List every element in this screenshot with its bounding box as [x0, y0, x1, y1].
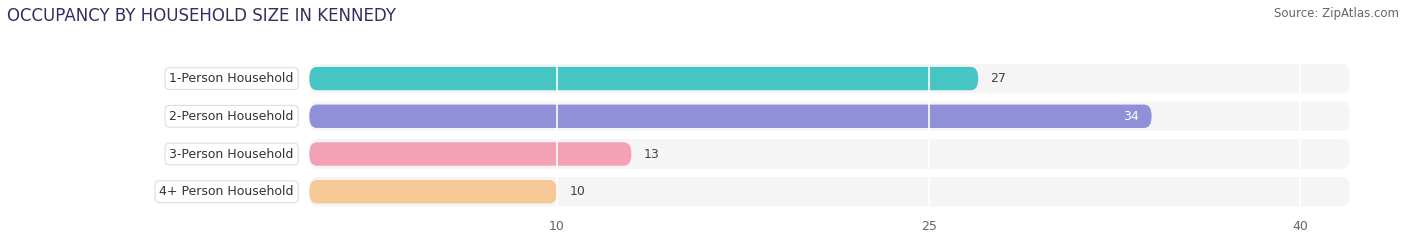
Text: 1-Person Household: 1-Person Household [170, 72, 294, 85]
FancyBboxPatch shape [309, 105, 1152, 128]
Text: 2-Person Household: 2-Person Household [170, 110, 294, 123]
Text: 13: 13 [644, 147, 659, 161]
FancyBboxPatch shape [309, 177, 1350, 206]
Text: 3-Person Household: 3-Person Household [170, 147, 294, 161]
FancyBboxPatch shape [309, 180, 557, 203]
Text: 34: 34 [1123, 110, 1139, 123]
FancyBboxPatch shape [309, 67, 979, 90]
Text: 4+ Person Household: 4+ Person Household [159, 185, 294, 198]
FancyBboxPatch shape [309, 142, 631, 166]
Text: Source: ZipAtlas.com: Source: ZipAtlas.com [1274, 7, 1399, 20]
Text: OCCUPANCY BY HOUSEHOLD SIZE IN KENNEDY: OCCUPANCY BY HOUSEHOLD SIZE IN KENNEDY [7, 7, 396, 25]
FancyBboxPatch shape [309, 139, 1350, 169]
FancyBboxPatch shape [309, 64, 1350, 93]
FancyBboxPatch shape [309, 102, 1350, 131]
Text: 10: 10 [569, 185, 585, 198]
Text: 27: 27 [991, 72, 1007, 85]
